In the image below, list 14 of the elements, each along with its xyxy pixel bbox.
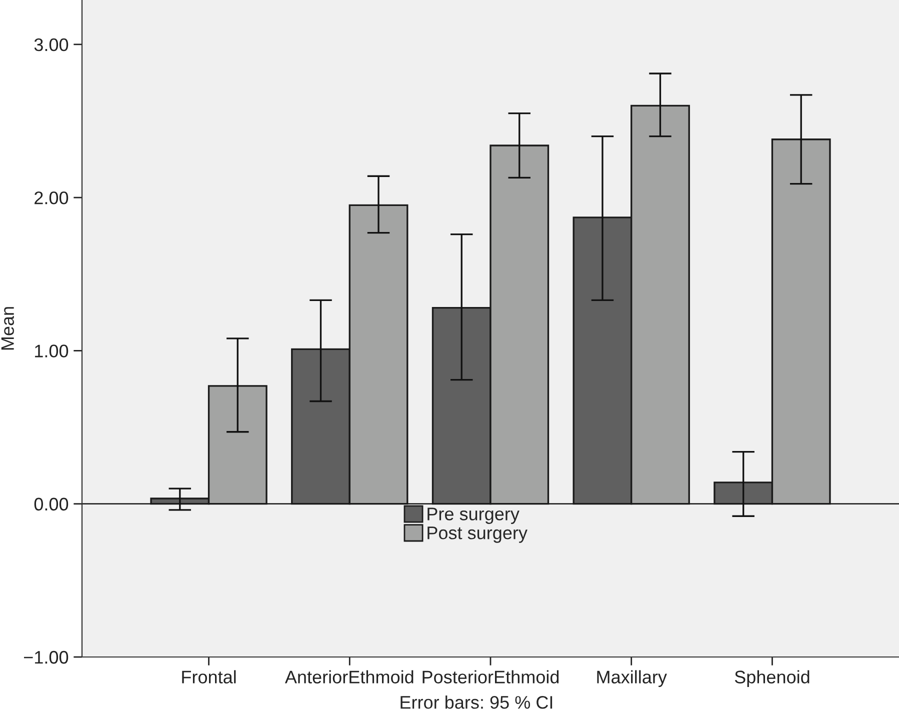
x-tick-label: Frontal (182, 670, 236, 684)
x-tick-label: Maxillary (597, 670, 667, 688)
y-tick-label: 1.00 (35, 344, 68, 358)
y-tick-label: −1.00 (24, 650, 68, 664)
y-tick-label: 0.00 (34, 498, 68, 511)
y-tick-label: 2.00 (34, 191, 68, 204)
x-tick-label: Sphenoid (734, 670, 810, 688)
legend-label: Pre surgery (428, 508, 520, 524)
y-axis-title: Mean (1, 307, 14, 350)
x-tick-label: PosteriorEthmoid (422, 670, 559, 684)
y-tick-label: 3.00 (34, 38, 68, 52)
x-tick-label: AnteriorEthmoid (284, 670, 414, 684)
legend-label: Post surgery (428, 526, 528, 543)
text: Error bars: 95 % CI (400, 696, 552, 709)
